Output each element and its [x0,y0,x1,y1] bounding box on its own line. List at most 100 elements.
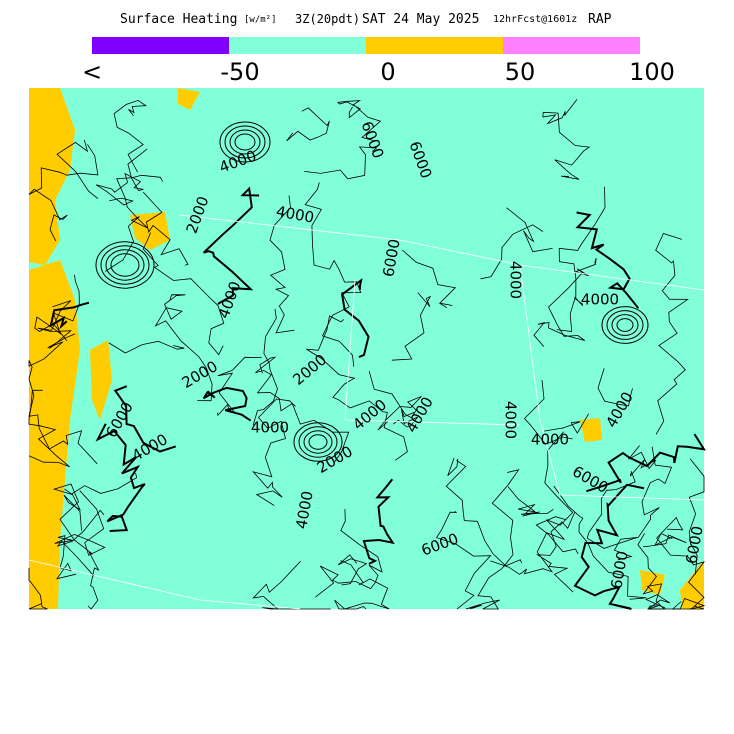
contour-line [337,554,368,586]
contour-line [542,99,591,180]
contour-line [28,333,98,465]
colorbar-label: 50 [505,58,536,86]
contour-label: 4000 [581,291,619,309]
contour-line [95,423,146,532]
contour-line [507,486,554,517]
contour-line [533,257,597,347]
colorbar-label: 100 [629,58,675,86]
contour-ring [303,430,333,454]
warm-region [580,418,602,442]
contour-line [306,315,408,461]
forecast: 12hrFcst@1601z [493,14,577,25]
contour-line [252,560,331,610]
contour-ring [219,121,271,163]
colorbar-swatch [229,37,366,54]
contour-line [286,107,330,142]
contour-line [108,340,185,354]
contour-line [334,560,390,610]
model: RAP [588,12,612,27]
contour-line [392,408,419,428]
contour-line [362,478,395,565]
contour-line [465,469,520,610]
colorbar-swatch [503,37,640,54]
colorbar-label: 0 [380,58,395,86]
contour-ring [100,245,150,285]
contour-line [37,300,72,349]
contour-line [269,195,295,334]
contour-line [544,413,589,434]
contour-ring [611,314,639,336]
contour-line [252,308,278,426]
warm-region [178,88,200,110]
contour-line [34,274,80,341]
contour-line [63,472,138,531]
colorbar-label: < [82,58,102,86]
state-border [179,214,705,291]
contour-label: 4000 [531,431,569,449]
contour-line [315,509,383,598]
colorbar-swatch [92,37,229,54]
units: [w/m²] [244,15,277,25]
state-border [344,279,521,426]
contour-line [535,516,579,554]
contour-line [217,356,262,417]
contour-line [202,386,252,422]
contour-ring [601,306,649,344]
warm-region [640,570,665,595]
contour-line [56,139,99,200]
contour-line [341,277,370,359]
contour-line [142,232,225,356]
colorbar: < -50 0 50 100 [82,37,675,86]
contour-line [575,211,640,309]
contour-line [52,483,100,610]
contour-line [655,233,689,435]
contour-line [613,446,673,561]
contour-line [255,356,350,463]
contour-line [586,433,706,493]
contour-line [643,532,687,547]
contour-line [95,172,163,206]
contour-line [113,385,177,453]
state-border [28,559,301,610]
contour-line [586,445,657,549]
contour-line [647,605,705,610]
contour-line [252,398,296,506]
title: Surface Heating [120,12,237,27]
contour-ring [606,310,644,340]
contour-line [573,483,645,610]
contour-label: 4000 [251,419,289,437]
warm-region [680,560,704,609]
contour-label: 4000 [502,401,520,439]
warm-region [90,340,112,420]
contour-line [556,186,606,332]
contour-line [402,249,457,309]
contour-ring [298,426,338,458]
contour-line [304,146,378,180]
contour-ring [234,133,256,151]
contour-line [435,510,492,610]
contour-ring [616,318,634,332]
contour-label: 4000 [507,261,525,299]
contour-line [337,100,382,141]
contour-line [304,182,362,367]
contour-ring [293,422,343,462]
contour-line [49,301,90,330]
warm-region [29,260,80,609]
contour-line [56,509,105,577]
contour-line [490,431,574,575]
contour-line [391,292,432,361]
contour-line [506,207,553,253]
state-border [519,264,705,501]
colorbar-label: -50 [220,58,259,86]
contour-line [688,458,705,575]
time: 3Z(20pdt) [295,12,360,26]
contour-ring [105,249,145,281]
warm-region [130,212,170,250]
contour-line [597,368,633,407]
warm-region [29,88,75,265]
contour-line [656,516,706,610]
contour-line [28,389,70,468]
date: SAT 24 May 2025 [362,12,479,27]
contour-line [523,380,573,445]
